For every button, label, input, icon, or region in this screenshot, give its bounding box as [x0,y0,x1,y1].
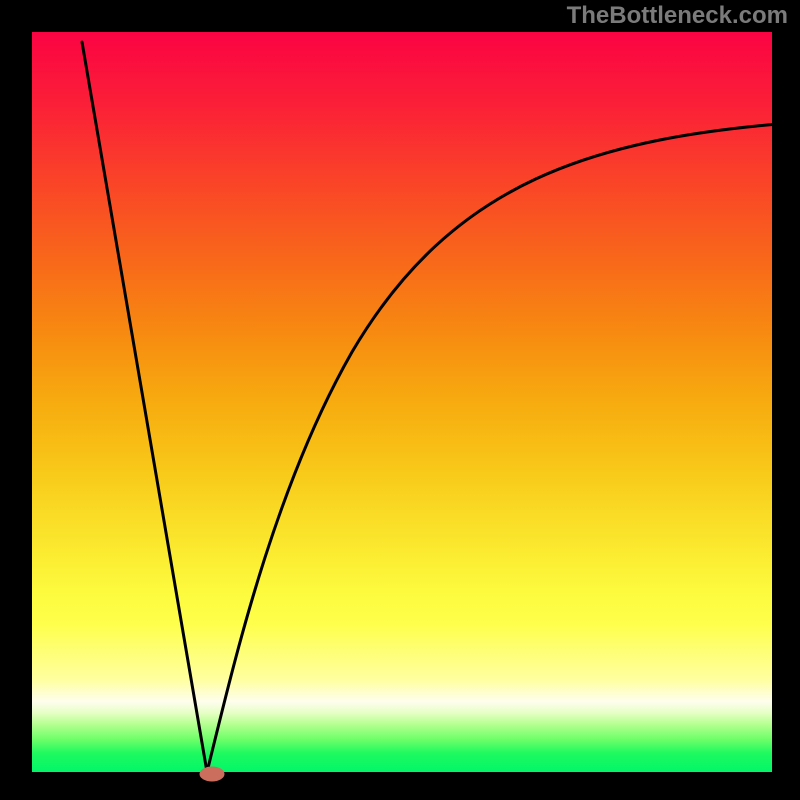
chart-frame: TheBottleneck.com [0,0,800,800]
plot-area [32,32,772,772]
watermark-text: TheBottleneck.com [567,2,788,30]
